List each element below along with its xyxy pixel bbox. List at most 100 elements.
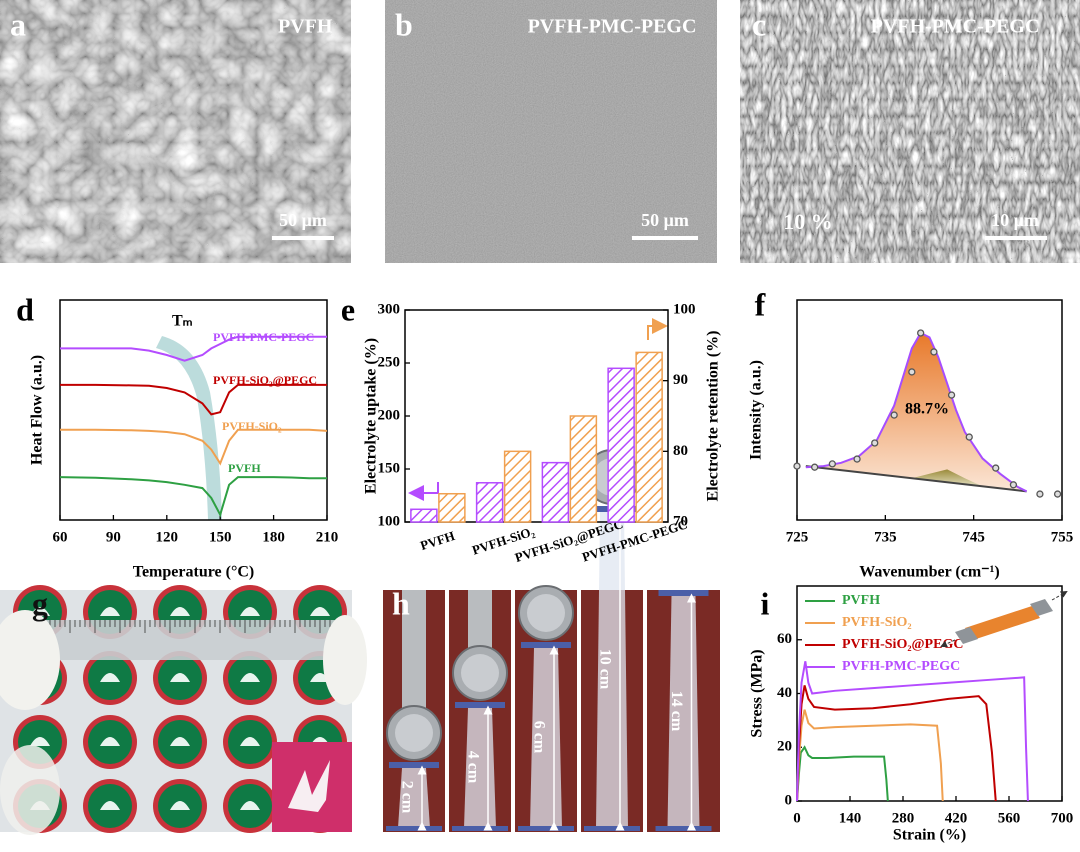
line-series bbox=[59, 476, 327, 518]
x-axis-label: Strain (%) bbox=[893, 827, 966, 844]
bar bbox=[607, 367, 635, 523]
legend-label: PVFH-SiO₂@PEGC bbox=[842, 637, 963, 652]
clamp bbox=[389, 762, 439, 768]
x-tick-label: 140 bbox=[839, 810, 862, 826]
line-series bbox=[796, 745, 889, 802]
tm-band bbox=[156, 336, 222, 520]
film-grip bbox=[1030, 599, 1053, 616]
film-icon bbox=[965, 606, 1040, 640]
scale-bar bbox=[632, 236, 698, 240]
bar bbox=[438, 492, 466, 523]
y-tick-label: 40 bbox=[777, 685, 792, 701]
clamp bbox=[452, 826, 508, 831]
line-series bbox=[60, 383, 327, 416]
x-tick-label: 745 bbox=[962, 529, 985, 545]
data-point bbox=[1009, 481, 1018, 489]
data-point bbox=[828, 460, 836, 468]
line-series bbox=[60, 335, 327, 362]
x-tick-label: 700 bbox=[1051, 810, 1074, 826]
glove bbox=[323, 615, 367, 705]
y-axis-label: Intensity (a.u.) bbox=[748, 360, 765, 460]
y-tick-label: 0 bbox=[785, 792, 793, 808]
pull-arrow bbox=[940, 639, 956, 648]
length-label: 4 cm bbox=[464, 751, 481, 784]
y-axis-label: Electrolyte uptake (%) bbox=[363, 338, 380, 494]
plot-frame bbox=[59, 299, 328, 521]
y-tick-label: 250 bbox=[378, 354, 401, 370]
panel-letter: i bbox=[761, 585, 770, 621]
bar bbox=[503, 450, 532, 523]
clamp bbox=[655, 826, 712, 831]
disk-emblem bbox=[310, 607, 330, 616]
line-series bbox=[796, 661, 1029, 802]
fixture bbox=[402, 590, 426, 708]
y2-tick-label: 100 bbox=[673, 301, 696, 317]
data-point bbox=[853, 455, 861, 463]
x-tick-label: 0 bbox=[793, 810, 801, 826]
disk-emblem bbox=[170, 673, 190, 682]
clamp bbox=[658, 590, 709, 596]
x-axis-label: Temperature (°C) bbox=[133, 564, 254, 581]
bar bbox=[475, 482, 504, 523]
y-axis-label: Stress (MPa) bbox=[749, 649, 766, 737]
x-tick-label: 150 bbox=[209, 529, 232, 545]
clamp bbox=[455, 702, 505, 708]
panel-letter: e bbox=[341, 291, 355, 327]
ruler-ticks bbox=[44, 620, 341, 633]
length-label: 2 cm bbox=[398, 781, 415, 814]
data-point bbox=[947, 391, 956, 399]
data-point bbox=[908, 368, 916, 376]
paper-crane bbox=[288, 760, 330, 812]
photo-g: g bbox=[0, 585, 367, 835]
fixture bbox=[468, 590, 492, 648]
x-tick-label: 180 bbox=[262, 529, 285, 545]
bar bbox=[569, 415, 598, 523]
x-tick-label: 735 bbox=[874, 529, 897, 545]
y-tick-label: 300 bbox=[378, 301, 401, 317]
data-point bbox=[1036, 490, 1044, 498]
disk-emblem bbox=[170, 737, 190, 746]
y2-tick-label: 70 bbox=[673, 513, 688, 529]
x-tick-label: 210 bbox=[316, 529, 339, 545]
disk-emblem bbox=[100, 673, 120, 682]
glove bbox=[0, 745, 60, 835]
y2-axis-label: Electrolyte retention (%) bbox=[705, 331, 722, 502]
disk-emblem bbox=[100, 737, 120, 746]
image-title: PVFH-PMC-PEGC bbox=[528, 16, 697, 38]
disk-emblem bbox=[240, 673, 260, 682]
grip-inner bbox=[527, 594, 565, 632]
disk-emblem bbox=[30, 737, 50, 746]
data-point bbox=[871, 439, 879, 447]
data-point bbox=[992, 464, 1000, 472]
length-label: 14 cm bbox=[668, 691, 685, 732]
grip-inner bbox=[461, 654, 499, 692]
y-tick-label: 200 bbox=[378, 407, 401, 423]
image-title: PVFH-PMC-PEGC bbox=[871, 16, 1040, 38]
scale-bar-label: 10 μm bbox=[991, 210, 1039, 230]
y-tick-label: 150 bbox=[378, 460, 401, 476]
data-point bbox=[930, 348, 938, 356]
line-series bbox=[796, 685, 997, 802]
inset-photo bbox=[272, 742, 352, 832]
data-point bbox=[811, 463, 819, 471]
y2-tick-label: 80 bbox=[673, 443, 688, 459]
panel-letter: f bbox=[755, 286, 766, 322]
panel-letter: g bbox=[32, 585, 48, 621]
panel-letter: c bbox=[752, 6, 766, 42]
grip-inner bbox=[395, 714, 433, 752]
baseline bbox=[805, 465, 1027, 493]
sem-image bbox=[0, 0, 351, 263]
data-point bbox=[965, 433, 973, 441]
glove bbox=[0, 610, 60, 710]
x-tick-label: 60 bbox=[53, 529, 68, 545]
series-label: PVFH bbox=[228, 461, 261, 475]
panel-letter: b bbox=[395, 6, 413, 42]
disk-emblem bbox=[240, 607, 260, 616]
data-point bbox=[1053, 490, 1062, 498]
bar bbox=[541, 461, 570, 523]
panel-letter: h bbox=[392, 585, 410, 621]
length-label: 10 cm bbox=[596, 649, 613, 690]
disk-emblem bbox=[100, 801, 120, 810]
panel-letter: a bbox=[10, 6, 26, 42]
film-grip bbox=[955, 627, 978, 644]
